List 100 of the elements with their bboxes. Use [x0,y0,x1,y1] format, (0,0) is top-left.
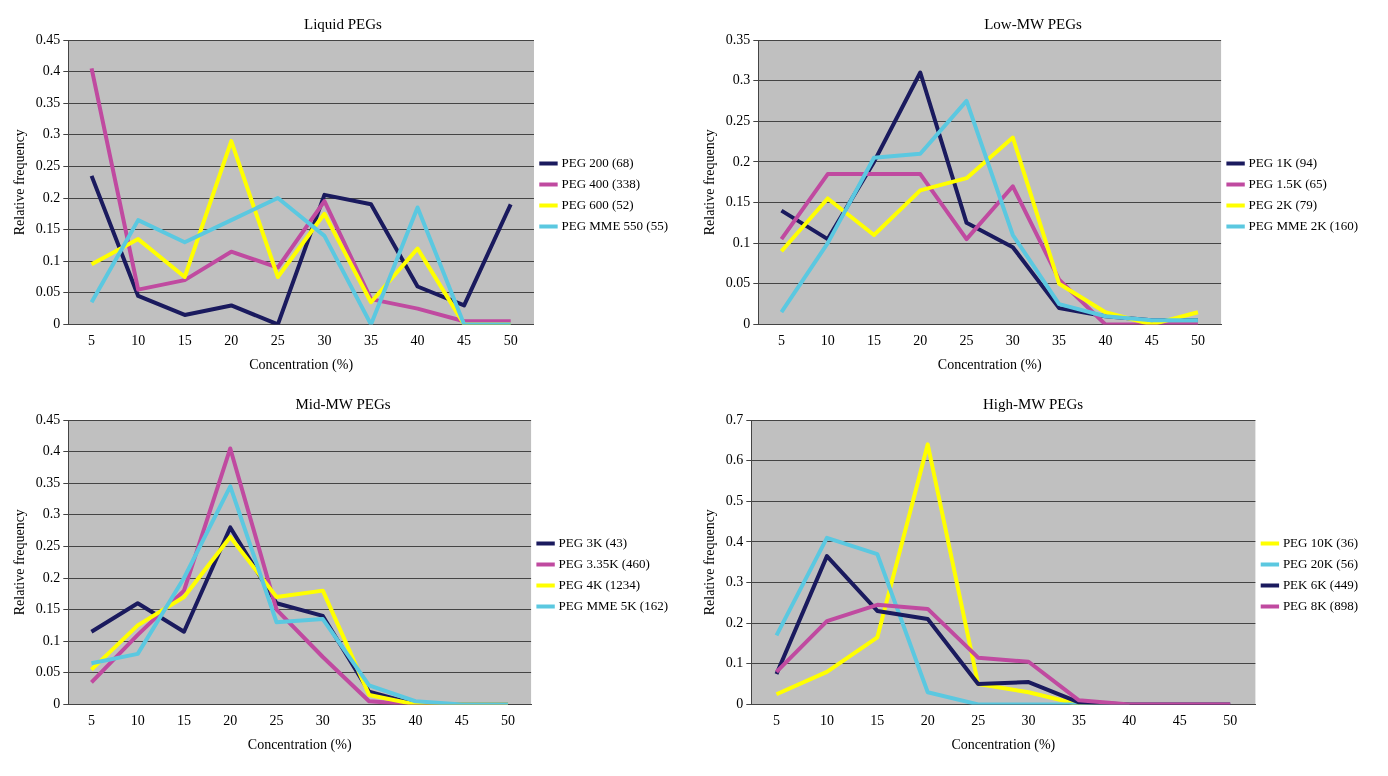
x-tick-label: 10 [131,333,146,349]
y-tick-label: 0.3 [725,574,744,590]
chart-title: Liquid PEGs [304,15,383,32]
x-tick-label: 25 [270,333,285,349]
x-tick-label: 30 [1005,333,1020,349]
y-tick-label: 0 [53,696,61,712]
y-tick-label: 0 [53,316,61,332]
chart-title: Low-MW PEGs [984,15,1082,32]
x-tick-label: 25 [971,713,986,729]
legend-label: PEG 3.35K (460) [558,555,650,571]
x-tick-label: 50 [503,333,518,349]
legend-label: PEG MME 5K (162) [558,597,669,613]
x-axis-title: Concentration (%) [247,737,352,754]
x-tick-label: 20 [920,713,935,729]
legend-label: PEG 400 (338) [561,175,641,191]
x-tick-label: 50 [1223,713,1238,729]
y-tick-label: 0.35 [725,31,751,47]
legend-label: PEG MME 2K (160) [1248,217,1359,233]
chart-title: Mid-MW PEGs [295,395,391,412]
x-tick-label: 30 [317,333,332,349]
y-tick-label: 0.05 [35,664,61,680]
legend-label: PEG 20K (56) [1282,555,1358,571]
x-tick-label: 40 [1122,713,1137,729]
y-tick-label: 0.2 [42,569,61,585]
legend-label: PEG 1K (94) [1248,154,1318,170]
y-tick-label: 0.45 [35,411,61,427]
legend-label: PEG 200 (68) [561,154,634,170]
x-tick-label: 15 [177,713,191,729]
legend-label: PEG 3K (43) [558,534,628,550]
x-tick-label: 40 [408,713,423,729]
y-tick-label: 0.5 [725,492,744,508]
x-tick-label: 10 [819,713,834,729]
y-axis-title: Relative frequency [702,509,718,616]
chart-title: High-MW PEGs [982,395,1084,412]
x-tick-label: 10 [130,713,145,729]
x-tick-label: 30 [1021,713,1036,729]
x-tick-label: 20 [224,333,239,349]
y-tick-label: 0.45 [35,31,61,47]
x-tick-label: 35 [363,333,378,349]
y-tick-label: 0.05 [35,284,61,300]
x-tick-label: 5 [88,333,96,349]
y-tick-label: 0.1 [42,632,61,648]
x-tick-label: 45 [454,713,469,729]
legend-label: PEG 600 (52) [561,196,634,212]
y-axis-title: Relative frequency [702,129,718,236]
y-tick-label: 0.25 [35,158,61,174]
y-tick-label: 0.4 [42,63,61,79]
y-tick-label: 0.1 [725,655,744,671]
y-tick-label: 0.1 [42,252,61,268]
x-axis-title: Concentration (%) [951,737,1056,754]
x-tick-label: 40 [410,333,425,349]
x-tick-label: 50 [1190,333,1205,349]
y-tick-label: 0.4 [42,443,61,459]
y-tick-label: 0.3 [42,506,61,522]
x-tick-label: 20 [223,713,238,729]
y-tick-label: 0.25 [35,538,61,554]
legend-label: PEK 6K (449) [1282,576,1358,592]
y-tick-label: 0 [736,696,744,712]
x-tick-label: 15 [870,713,885,729]
legend-label: PEG 10K (36) [1282,534,1358,550]
x-tick-label: 40 [1098,333,1113,349]
y-tick-label: 0.4 [725,533,744,549]
x-tick-label: 50 [500,713,515,729]
y-tick-label: 0 [743,316,751,332]
x-tick-label: 45 [1172,713,1187,729]
y-tick-label: 0.2 [732,153,751,169]
x-tick-label: 35 [1071,713,1086,729]
x-tick-label: 5 [87,713,95,729]
y-tick-label: 0.7 [725,411,744,427]
x-tick-label: 25 [959,333,974,349]
y-tick-label: 0.2 [725,614,744,630]
y-tick-label: 0.6 [725,452,744,468]
legend-label: PEG 1.5K (65) [1248,175,1327,191]
y-tick-label: 0.3 [42,126,61,142]
y-axis-title: Relative frequency [12,129,28,236]
y-tick-label: 0.1 [732,234,751,250]
y-tick-label: 0.25 [725,112,751,128]
y-tick-label: 0.15 [35,601,61,617]
y-tick-label: 0.05 [725,275,751,291]
y-tick-label: 0.35 [35,94,61,110]
y-tick-label: 0.35 [35,474,61,490]
y-tick-label: 0.3 [732,72,751,88]
x-axis-title: Concentration (%) [937,357,1042,374]
legend-label: PEG MME 550 (55) [561,217,668,233]
x-tick-label: 15 [177,333,192,349]
x-tick-label: 30 [315,713,330,729]
x-tick-label: 10 [820,333,835,349]
legend-label: PEG 4K (1234) [558,576,641,592]
x-axis-title: Concentration (%) [249,357,354,374]
x-tick-label: 35 [362,713,377,729]
x-tick-label: 35 [1052,333,1067,349]
y-tick-label: 0.15 [725,194,751,210]
x-tick-label: 25 [269,713,284,729]
x-tick-label: 5 [777,333,785,349]
legend-label: PEG 8K (898) [1282,597,1358,613]
y-tick-label: 0.15 [35,221,61,237]
x-tick-label: 45 [1144,333,1159,349]
y-axis-title: Relative frequency [12,509,28,616]
x-tick-label: 5 [773,713,780,729]
x-tick-label: 45 [457,333,472,349]
